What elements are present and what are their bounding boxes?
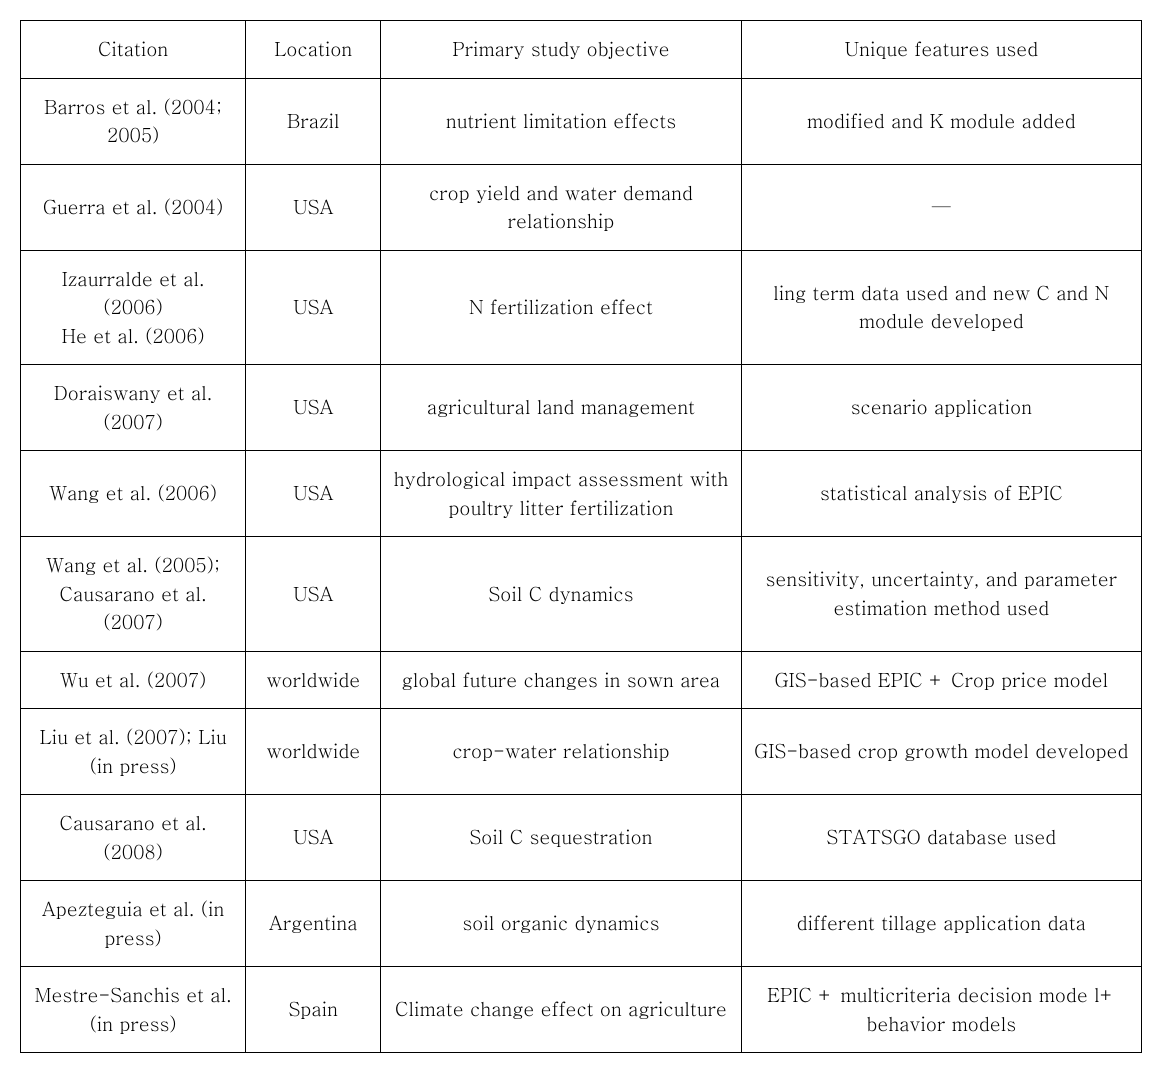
- table-header-row: Citation Location Primary study objectiv…: [21, 21, 1142, 79]
- table-row: Apezteguia et al. (in press)Argentinasoi…: [21, 881, 1142, 967]
- cell-objective: crop-water relationship: [381, 709, 741, 795]
- cell-features: statistical analysis of EPIC: [741, 451, 1141, 537]
- cell-location: USA: [246, 365, 381, 451]
- header-objective: Primary study objective: [381, 21, 741, 79]
- cell-citation: Wang et al. (2006): [21, 451, 246, 537]
- table-row: Causarano et al. (2008)USASoil C sequest…: [21, 795, 1142, 881]
- table-row: Liu et al. (2007); Liu (in press)worldwi…: [21, 709, 1142, 795]
- cell-citation: Barros et al. (2004; 2005): [21, 78, 246, 164]
- cell-objective: global future changes in sown area: [381, 651, 741, 709]
- cell-citation: Mestre-Sanchis et al. (in press): [21, 967, 246, 1053]
- cell-citation: Guerra et al. (2004): [21, 164, 246, 250]
- table-body: Barros et al. (2004; 2005)Brazilnutrient…: [21, 78, 1142, 1053]
- cell-objective: soil organic dynamics: [381, 881, 741, 967]
- cell-location: USA: [246, 250, 381, 365]
- table-row: Mestre-Sanchis et al. (in press)SpainCli…: [21, 967, 1142, 1053]
- cell-citation: Izaurralde et al. (2006)He et al. (2006): [21, 250, 246, 365]
- header-features: Unique features used: [741, 21, 1141, 79]
- cell-location: USA: [246, 164, 381, 250]
- cell-citation: Doraiswany et al. (2007): [21, 365, 246, 451]
- table-row: Wu et al. (2007)worldwideglobal future c…: [21, 651, 1142, 709]
- cell-features: —: [741, 164, 1141, 250]
- table-row: Guerra et al. (2004)USAcrop yield and wa…: [21, 164, 1142, 250]
- cell-location: USA: [246, 537, 381, 652]
- cell-features: ling term data used and new C and N modu…: [741, 250, 1141, 365]
- cell-objective: Climate change effect on agriculture: [381, 967, 741, 1053]
- cell-objective: nutrient limitation effects: [381, 78, 741, 164]
- cell-objective: Soil C sequestration: [381, 795, 741, 881]
- table-row: Wang et al. (2006)USAhydrological impact…: [21, 451, 1142, 537]
- cell-citation: Liu et al. (2007); Liu (in press): [21, 709, 246, 795]
- cell-objective: Soil C dynamics: [381, 537, 741, 652]
- cell-features: different tillage application data: [741, 881, 1141, 967]
- cell-objective: agricultural land management: [381, 365, 741, 451]
- cell-location: USA: [246, 451, 381, 537]
- cell-features: STATSGO database used: [741, 795, 1141, 881]
- cell-features: EPIC + multicriteria decision mode l+ be…: [741, 967, 1141, 1053]
- cell-features: GIS-based EPIC + Crop price model: [741, 651, 1141, 709]
- cell-citation: Wu et al. (2007): [21, 651, 246, 709]
- cell-objective: crop yield and water demand relationship: [381, 164, 741, 250]
- cell-location: Spain: [246, 967, 381, 1053]
- table-row: Izaurralde et al. (2006)He et al. (2006)…: [21, 250, 1142, 365]
- cell-objective: hydrological impact assessment with poul…: [381, 451, 741, 537]
- cell-citation: Apezteguia et al. (in press): [21, 881, 246, 967]
- cell-citation: Wang et al. (2005); Causarano et al. (20…: [21, 537, 246, 652]
- table-row: Doraiswany et al. (2007)USAagricultural …: [21, 365, 1142, 451]
- header-location: Location: [246, 21, 381, 79]
- table-row: Wang et al. (2005); Causarano et al. (20…: [21, 537, 1142, 652]
- cell-location: Brazil: [246, 78, 381, 164]
- cell-features: scenario application: [741, 365, 1141, 451]
- cell-features: GIS-based crop growth model developed: [741, 709, 1141, 795]
- cell-objective: N fertilization effect: [381, 250, 741, 365]
- header-citation: Citation: [21, 21, 246, 79]
- cell-citation: Causarano et al. (2008): [21, 795, 246, 881]
- cell-features: sensitivity, uncertainty, and parameter …: [741, 537, 1141, 652]
- studies-table: Citation Location Primary study objectiv…: [20, 20, 1142, 1053]
- cell-location: USA: [246, 795, 381, 881]
- cell-location: worldwide: [246, 709, 381, 795]
- cell-location: Argentina: [246, 881, 381, 967]
- cell-location: worldwide: [246, 651, 381, 709]
- cell-features: modified and K module added: [741, 78, 1141, 164]
- table-row: Barros et al. (2004; 2005)Brazilnutrient…: [21, 78, 1142, 164]
